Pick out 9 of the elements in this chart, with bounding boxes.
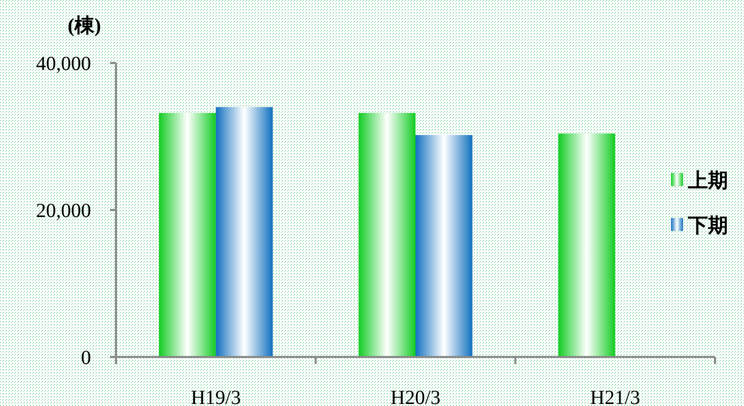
y-tick-label: 0 <box>81 347 91 369</box>
x-tick-label: H21/3 <box>590 387 640 406</box>
x-tick-label: H19/3 <box>190 387 241 406</box>
y-tick-label: 20,000 <box>36 200 91 222</box>
legend-label: 上期 <box>687 170 728 192</box>
y-axis-title: (棟) <box>68 15 101 37</box>
legend-label: 下期 <box>687 215 728 237</box>
x-tick-label: H20/3 <box>390 387 440 406</box>
y-tick-label: 40,000 <box>36 53 91 75</box>
